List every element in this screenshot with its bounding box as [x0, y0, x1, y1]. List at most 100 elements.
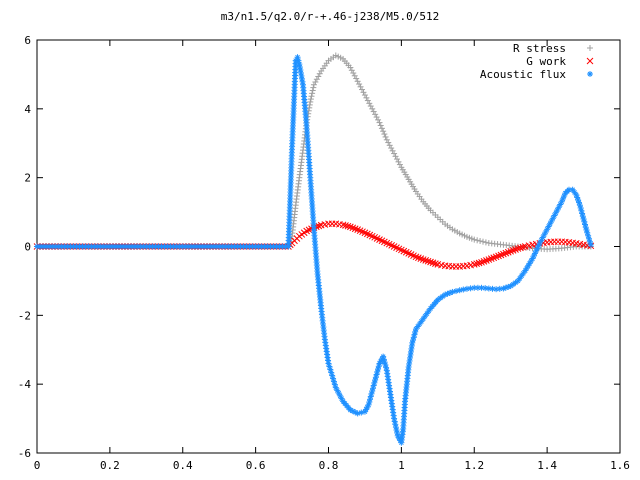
data-point: [286, 207, 293, 214]
data-point: [43, 243, 50, 250]
data-point: [97, 243, 104, 250]
data-point: [91, 243, 98, 250]
data-point: [270, 243, 277, 250]
data-point: [73, 243, 80, 250]
data-point: [497, 241, 504, 248]
data-point: [194, 243, 201, 250]
data-point: [240, 243, 247, 250]
data-point: [332, 384, 339, 391]
data-point: [149, 243, 156, 250]
data-point: [456, 230, 463, 237]
data-point: [133, 243, 141, 250]
data-point: [51, 243, 59, 250]
data-point: [299, 78, 306, 85]
data-point: [203, 243, 211, 250]
data-point: [332, 220, 340, 228]
data-point: [308, 195, 315, 202]
data-point: [296, 174, 303, 181]
data-point: [441, 262, 449, 270]
data-point: [558, 245, 565, 252]
data-point: [490, 254, 498, 262]
data-point: [297, 162, 304, 169]
data-point: [384, 373, 391, 380]
data-point: [400, 425, 407, 432]
data-point: [351, 225, 359, 233]
chart-title: m3/n1.5/q2.0/r-+.46-j238/M5.0/512: [221, 10, 440, 23]
data-point: [321, 221, 329, 228]
data-point: [292, 205, 299, 212]
data-point: [347, 406, 354, 413]
data-point: [349, 408, 356, 415]
data-point: [361, 229, 369, 237]
data-point: [519, 243, 527, 251]
data-point: [112, 243, 119, 250]
data-point: [301, 93, 308, 100]
data-point: [392, 424, 399, 431]
data-point: [415, 254, 422, 262]
data-point: [402, 392, 409, 399]
data-point: [70, 243, 77, 250]
data-point: [576, 240, 584, 248]
data-point: [121, 243, 129, 250]
data-point: [304, 113, 311, 120]
axes-layer: 0 0.2 0.4 0.6 0.8 1 1.2 1.4 1.6 6 4 2 0 -2 -4 -6: [18, 34, 630, 472]
data-point: [320, 324, 327, 331]
data-point: [297, 168, 304, 175]
data-point: [282, 243, 289, 250]
data-point: [304, 116, 311, 123]
data-point: [314, 265, 321, 272]
data-point: [94, 243, 102, 250]
y-tick-label: 2: [24, 172, 31, 185]
data-point: [42, 243, 50, 250]
data-point: [243, 243, 250, 250]
data-point: [296, 64, 303, 71]
data-point: [500, 285, 507, 292]
data-point: [549, 245, 556, 252]
data-point: [351, 72, 358, 79]
data-point: [371, 233, 379, 241]
data-point: [318, 311, 325, 318]
data-point: [418, 196, 425, 203]
data-point: [525, 262, 532, 269]
data-point: [398, 439, 405, 446]
data-point: [558, 198, 565, 205]
data-point: [404, 372, 411, 379]
legend-marker: [587, 45, 593, 51]
data-point: [313, 262, 320, 269]
data-point: [228, 243, 235, 250]
data-point: [128, 243, 135, 250]
data-point: [290, 111, 297, 118]
data-point: [434, 296, 441, 303]
data-point: [315, 276, 322, 283]
data-point: [405, 369, 412, 376]
data-point: [407, 351, 414, 358]
data-point: [285, 234, 292, 241]
data-point: [191, 243, 198, 250]
data-point: [308, 189, 315, 196]
data-point: [318, 67, 325, 74]
data-point: [48, 243, 56, 250]
data-point: [301, 137, 308, 144]
data-point: [161, 243, 168, 250]
data-point: [287, 195, 294, 202]
data-point: [390, 409, 397, 416]
data-point: [324, 354, 331, 361]
data-point: [290, 114, 297, 121]
data-point: [377, 122, 384, 129]
data-point: [176, 243, 183, 250]
data-point: [516, 275, 523, 282]
data-point: [417, 255, 425, 263]
data-point: [361, 92, 368, 99]
x-tick-label: 1.4: [537, 459, 557, 472]
data-point: [296, 171, 303, 178]
data-point: [389, 147, 396, 154]
data-point: [364, 230, 371, 238]
data-point: [316, 293, 323, 300]
data-point: [408, 345, 415, 352]
data-point: [429, 303, 436, 310]
data-point: [359, 86, 366, 93]
data-point: [548, 218, 555, 225]
data-point: [489, 285, 496, 292]
data-point: [449, 226, 456, 233]
data-point: [288, 158, 295, 165]
